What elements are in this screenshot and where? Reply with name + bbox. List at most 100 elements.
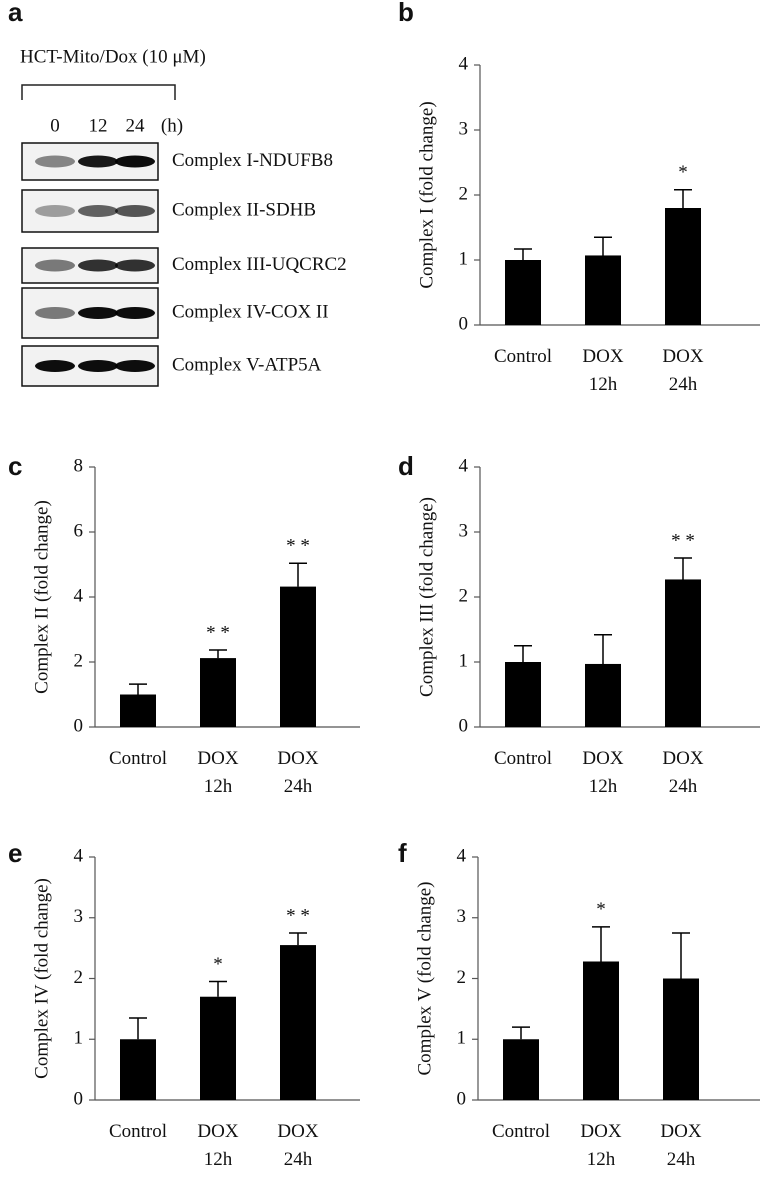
protein-label: Complex V-ATP5A [172, 354, 322, 375]
panel-label: a [8, 0, 23, 27]
y-tick-label: 4 [459, 455, 469, 476]
x-tick-label: DOX 12h [197, 1121, 238, 1170]
significance: * * [286, 905, 310, 926]
error-bar [209, 649, 227, 659]
x-tick-label: Control [494, 346, 552, 367]
x-tick-label: DOX 12h [582, 346, 623, 395]
bracket [21, 84, 176, 100]
significance: * [213, 954, 223, 975]
x-tick-label: DOX 12h [582, 748, 623, 797]
y-tick-label: 1 [459, 650, 469, 671]
band [35, 205, 75, 217]
lane-label: 12 [89, 115, 108, 136]
y-tick-label: 4 [74, 585, 84, 606]
bar [200, 996, 236, 1100]
x-tick-label: DOX 12h [580, 1121, 621, 1170]
bar [280, 586, 316, 727]
significance: * * [206, 622, 230, 643]
error-bar [674, 557, 692, 580]
y-axis-label: Complex V (fold change) [414, 881, 435, 1075]
band [115, 155, 155, 168]
protein-label: Complex III-UQCRC2 [172, 254, 347, 275]
bar [665, 208, 701, 325]
blot-title: HCT-Mito/Dox (10 μM) [20, 46, 206, 67]
protein-label: Complex II-SDHB [172, 199, 316, 220]
bar [585, 255, 621, 325]
significance: * [596, 899, 606, 920]
error-bar [209, 980, 227, 997]
error-bar [672, 932, 690, 979]
bar [505, 260, 541, 325]
error-bar [592, 926, 610, 962]
significance: * * [671, 530, 695, 551]
y-tick-label: 3 [74, 906, 84, 927]
y-tick-label: 2 [457, 967, 467, 988]
band [115, 205, 155, 217]
bar [280, 945, 316, 1100]
panel-label: f [398, 838, 407, 868]
error-bar [674, 189, 692, 208]
error-bar [289, 932, 307, 946]
error-bar [289, 562, 307, 587]
bar [665, 579, 701, 727]
lane-label: 0 [50, 115, 60, 136]
x-tick-label: DOX 24h [277, 748, 318, 797]
bar [503, 1039, 539, 1100]
error-bar [514, 248, 532, 260]
band [78, 307, 118, 319]
band [35, 307, 75, 319]
band [115, 360, 155, 372]
error-bar [594, 633, 612, 664]
band [35, 360, 75, 372]
y-tick-label: 2 [459, 585, 469, 606]
band [115, 307, 155, 319]
error-bar [512, 1026, 530, 1040]
error-bar [129, 1017, 147, 1040]
y-tick-label: 6 [74, 520, 84, 541]
y-tick-label: 0 [74, 715, 84, 736]
bar [583, 961, 619, 1100]
band [78, 205, 118, 217]
y-axis-label: Complex IV (fold change) [31, 878, 52, 1079]
x-tick-label: DOX 24h [662, 748, 703, 797]
y-tick-label: 4 [459, 53, 469, 74]
lane-label: 24 [126, 115, 146, 136]
bar [120, 1039, 156, 1100]
lane-unit: (h) [161, 115, 183, 136]
band [78, 360, 118, 372]
x-tick-label: DOX 24h [277, 1121, 318, 1170]
y-tick-label: 0 [457, 1088, 467, 1109]
y-tick-label: 0 [74, 1088, 84, 1109]
panel-label: d [398, 451, 414, 481]
panel-label: b [398, 0, 414, 27]
y-tick-label: 0 [459, 715, 469, 736]
y-tick-label: 3 [457, 906, 467, 927]
protein-label: Complex I-NDUFB8 [172, 150, 333, 171]
y-tick-label: 4 [74, 845, 84, 866]
bar [120, 694, 156, 727]
x-tick-label: DOX 24h [660, 1121, 701, 1170]
y-tick-label: 0 [459, 313, 469, 334]
y-tick-label: 2 [74, 650, 84, 671]
x-tick-label: Control [109, 748, 167, 769]
bar [663, 978, 699, 1100]
band [35, 259, 75, 272]
band [78, 259, 118, 272]
bar [505, 662, 541, 727]
band [78, 155, 118, 168]
y-axis-label: Complex III (fold change) [416, 497, 437, 697]
y-tick-label: 1 [74, 1028, 84, 1049]
y-tick-label: 1 [457, 1028, 467, 1049]
y-tick-label: 1 [459, 248, 469, 269]
y-tick-label: 4 [457, 845, 467, 866]
bar [200, 658, 236, 727]
x-tick-label: Control [492, 1121, 550, 1142]
x-tick-label: DOX 24h [662, 346, 703, 395]
y-tick-label: 3 [459, 520, 469, 541]
y-axis-label: Complex I (fold change) [416, 101, 437, 288]
x-tick-label: DOX 12h [197, 748, 238, 797]
y-tick-label: 3 [459, 118, 469, 139]
panel-label: e [8, 838, 22, 868]
band [35, 155, 75, 168]
